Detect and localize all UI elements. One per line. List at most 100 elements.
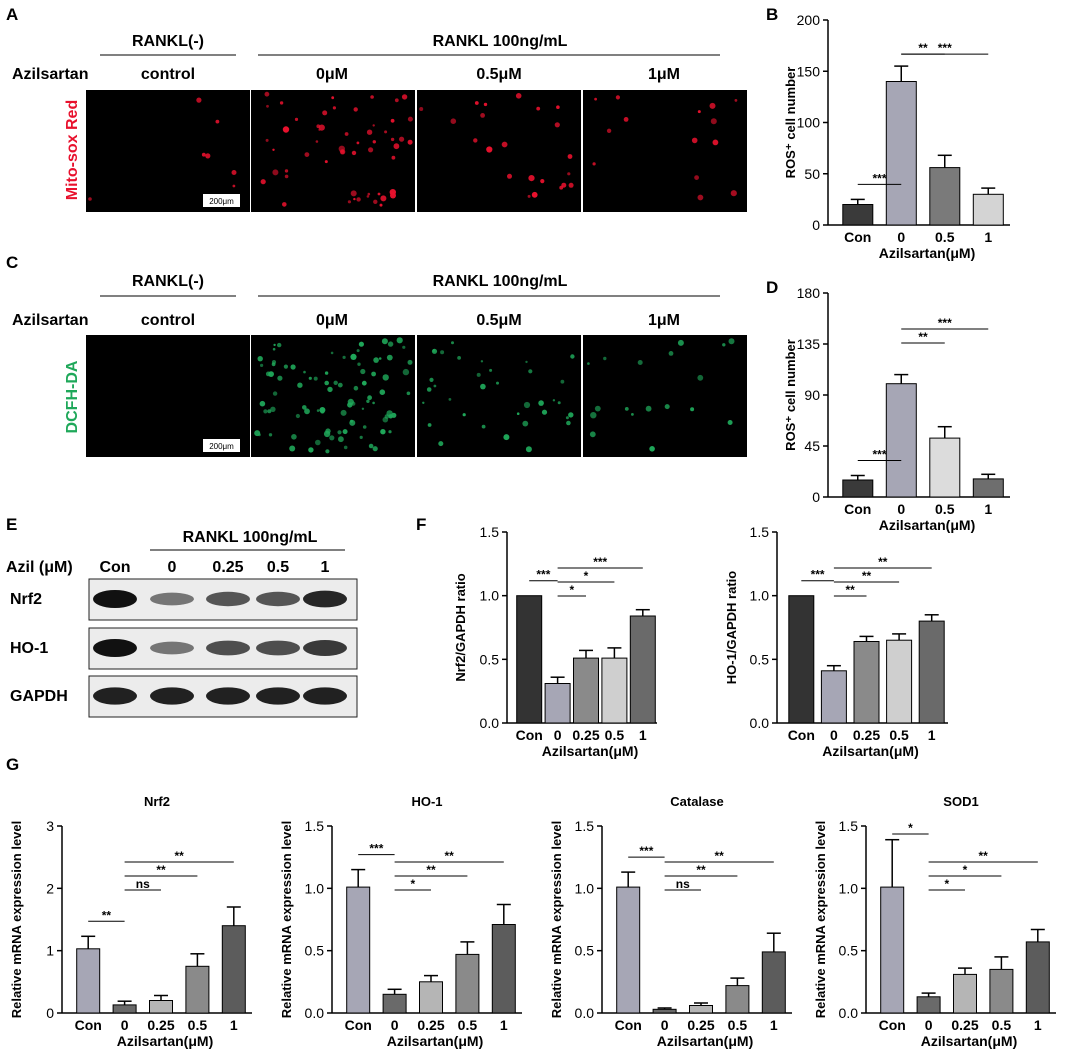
fluorescent-cell (407, 116, 413, 122)
fluorescent-cell (560, 379, 565, 384)
significance-label: *** (536, 568, 550, 582)
col-label-1: 1μM (648, 312, 680, 329)
fluorescent-cell (272, 148, 275, 151)
bar-0 (112, 1004, 137, 1014)
fluorescent-cell (697, 194, 704, 201)
y-axis-label: Relative mRNA expression level (279, 821, 294, 1019)
fluorescent-cell (265, 371, 271, 377)
fluorescent-cell (378, 357, 382, 360)
fluorescent-cell (402, 345, 406, 349)
fluorescent-cell (342, 429, 348, 435)
fluorescent-cell (270, 406, 276, 412)
x-axis-label: Azilsartan(μM) (822, 743, 918, 759)
fluorescent-cell (462, 413, 466, 417)
scale-bar-label: 200μm (209, 442, 234, 451)
x-axis-label: Azilsartan(μM) (657, 1033, 753, 1049)
x-tick-label: 1 (984, 229, 992, 245)
panel-e-header: RANKL 100ng/mL Azil (μM) (6, 529, 345, 576)
fluorescent-cell (273, 343, 276, 347)
fluorescent-cell (340, 409, 347, 416)
significance-label: *** (811, 568, 825, 582)
fluorescent-cell (559, 185, 564, 190)
y-tick-label: 50 (804, 166, 820, 182)
fluorescent-cell (277, 342, 282, 348)
fluorescent-cell (590, 412, 597, 419)
bar-1 (761, 951, 786, 1014)
fluorescent-cell (338, 436, 344, 443)
fluorescent-cell (722, 343, 726, 347)
chart-F2: 0.0 0.5 1.0 1.5 HO-1/GAPDH ratio Con 0 0.25 0.5 1… (724, 524, 948, 759)
x-tick-label: 0.25 (147, 1017, 174, 1033)
fluorescent-cell (645, 405, 652, 412)
panel-letter-g: G (6, 755, 19, 774)
blot-band (93, 687, 137, 705)
fluorescent-cell (361, 407, 365, 410)
x-tick-label: 0.25 (417, 1017, 444, 1033)
x-tick-label: 1 (230, 1017, 238, 1033)
fluorescent-cell (337, 430, 342, 435)
scale-bar-box (203, 194, 240, 207)
panel-letter-b: B (766, 5, 778, 24)
fluorescent-cell (232, 184, 236, 188)
significance-label: *** (938, 41, 952, 55)
blot-band (256, 591, 300, 607)
y-tick-label: 1.0 (480, 588, 500, 604)
chart-title: Nrf2 (144, 794, 170, 809)
x-tick-label: 0.5 (728, 1017, 748, 1033)
micrograph-0.5μM (417, 335, 581, 457)
y-tick-label: 0 (46, 1005, 54, 1021)
lane-label-0: 0 (168, 559, 177, 576)
fluorescent-cell (316, 409, 320, 412)
fluorescent-cell (402, 368, 410, 376)
panel-letter-e: E (6, 515, 17, 534)
stain-label-dcfhda: DCFH-DA (64, 360, 81, 433)
fluorescent-cell (291, 434, 297, 440)
micrograph-1μM (583, 335, 747, 457)
x-tick-label: 0.25 (687, 1017, 714, 1033)
fluorescent-cell (308, 447, 314, 453)
fluorescent-cell (318, 128, 321, 131)
x-tick-label: 0.5 (935, 229, 955, 245)
fluorescent-cell (272, 169, 279, 176)
x-tick-label: 0.25 (853, 727, 880, 743)
western-dose-label: Azil (μM) (6, 559, 73, 576)
fluorescent-cell (289, 445, 296, 452)
bar-1 (918, 620, 945, 724)
fluorescent-cell (474, 101, 479, 105)
x-axis-label: Azilsartan(μM) (879, 245, 975, 261)
bar-1 (629, 615, 656, 724)
fluorescent-cell (366, 129, 373, 135)
x-tick-label: 0 (897, 501, 905, 517)
bar-0.5 (989, 968, 1014, 1014)
panel-a-header: RANKL(-) RANKL 100ng/mL Azilsartan contr… (12, 33, 720, 200)
fluorescent-cell (501, 141, 508, 148)
x-tick-label: 1 (500, 1017, 508, 1033)
fluorescent-cell (361, 380, 367, 386)
fluorescent-cell (727, 420, 733, 425)
micrograph-control (86, 335, 250, 457)
x-tick-label: Con (615, 1017, 642, 1033)
bar-1 (972, 193, 1004, 226)
fluorescent-cell (503, 434, 510, 441)
fluorescent-cell (570, 354, 575, 359)
fluorescent-cell (353, 385, 359, 391)
fluorescent-cell (566, 420, 571, 426)
y-tick-label: 150 (797, 63, 821, 79)
fluorescent-cell (592, 162, 596, 166)
significance-label: * (584, 569, 589, 583)
col-label-control: control (141, 312, 195, 329)
panel-c-header: RANKL(-) RANKL 100ng/mL Azilsartan contr… (12, 273, 720, 433)
y-tick-label: 0 (812, 217, 820, 233)
fluorescent-cell (331, 96, 335, 100)
fluorescent-cell (268, 433, 273, 437)
bar-0 (885, 383, 917, 498)
fluorescent-cell (333, 380, 338, 385)
fluorescent-cell (254, 430, 261, 437)
bar-1 (1025, 941, 1050, 1014)
x-tick-label: 0 (121, 1017, 129, 1033)
x-axis-label: Azilsartan(μM) (921, 1033, 1017, 1049)
fluorescent-cell (387, 341, 394, 347)
bar-1 (972, 478, 1004, 498)
bar-0.25 (419, 981, 443, 1014)
y-axis-label: Nrf2/GAPDH ratio (453, 573, 468, 681)
